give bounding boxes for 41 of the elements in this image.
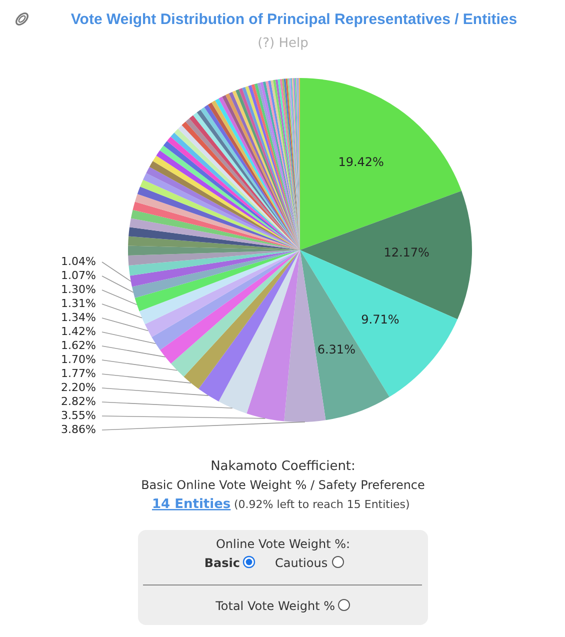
text: Total Vote Weight % — [214, 599, 335, 613]
data-label: 1.04% — [61, 255, 96, 268]
pie-slice — [134, 250, 300, 312]
data-label: 9.71% — [361, 312, 400, 327]
data-label: 1.70% — [61, 353, 96, 366]
pie-slice — [128, 250, 300, 266]
data-label: 1.30% — [61, 283, 96, 296]
text: Basic Online Vote Weight % / Safety Preference — [141, 478, 425, 492]
data-label: 1.62% — [61, 339, 96, 352]
pie-slice — [184, 250, 300, 389]
data-label: 2.20% — [61, 381, 96, 394]
pie-slice — [246, 250, 300, 422]
text: 14 Entities — [152, 497, 231, 512]
data-label: 3.86% — [61, 423, 96, 436]
pie-slice — [170, 250, 300, 377]
pie-slice — [130, 250, 300, 287]
text: Online Vote Weight %: — [216, 537, 350, 551]
data-label: 1.07% — [61, 269, 96, 282]
data-label: 12.17% — [384, 246, 430, 260]
text: Cautious — [275, 556, 328, 570]
pie-slice — [218, 250, 300, 414]
data-label: 1.77% — [61, 367, 96, 380]
data-label: 2.82% — [61, 395, 96, 408]
chart-title: Vote Weight Distribution of Principal Representatives / Entities — [70, 11, 518, 28]
pie-slice — [132, 250, 300, 298]
data-label: 1.42% — [61, 325, 96, 338]
data-label: 1.34% — [61, 311, 96, 324]
pie-slice — [198, 250, 300, 402]
data-label: 3.55% — [61, 409, 96, 422]
data-label: 6.31% — [317, 342, 356, 357]
pie-slice — [160, 250, 300, 364]
pie-slice — [152, 250, 300, 350]
pie-slice — [144, 250, 300, 338]
chart-subtitle: (?) Help — [258, 36, 308, 51]
pie-slice — [128, 250, 300, 276]
data-label: 1.31% — [61, 297, 96, 310]
text: (0.92% left to reach 15 Entities) — [234, 498, 410, 511]
text: Nakamoto Coefficient: — [210, 459, 356, 474]
data-label: 19.42% — [338, 154, 384, 169]
pie-slice — [139, 250, 300, 324]
text: Basic — [204, 556, 240, 570]
